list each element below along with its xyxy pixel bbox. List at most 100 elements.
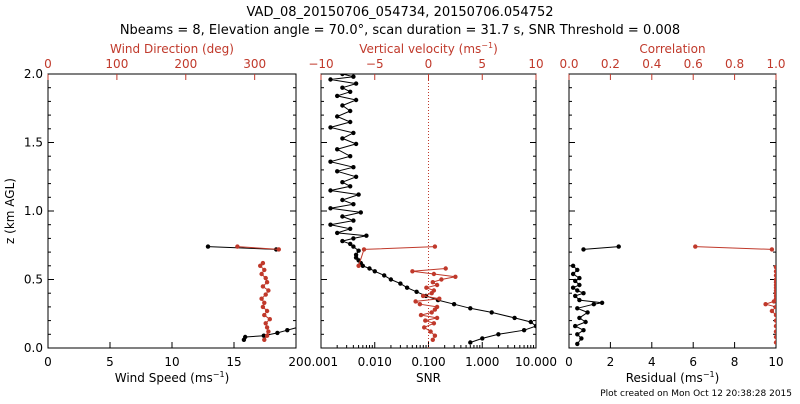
data-point-black (328, 125, 333, 130)
data-point-black (328, 77, 333, 82)
data-point-black (577, 282, 582, 288)
top-tick-label: 5 (478, 57, 486, 71)
top-axis-label-main: Correlation (639, 42, 705, 56)
bottom-tick-label: 10.000 (515, 355, 557, 369)
data-point-red (266, 329, 271, 334)
bottom-axis-label-tail: ) (715, 371, 720, 385)
data-point-black (372, 269, 377, 274)
series-line-red (695, 246, 772, 250)
data-point-black (388, 277, 394, 282)
data-point-red (773, 277, 776, 282)
data-point-black (581, 247, 586, 252)
data-point-red (260, 260, 266, 266)
top-tick-label: 200 (174, 57, 197, 71)
data-point-black (348, 108, 353, 114)
data-point-red (259, 271, 264, 277)
data-point-black (328, 159, 333, 164)
data-point-red (260, 284, 266, 289)
data-point-black (468, 306, 473, 311)
data-point-black (335, 230, 340, 236)
y-axis-label: z (km AGL) (3, 178, 17, 244)
data-point-red (773, 269, 776, 274)
data-point-red (276, 247, 281, 252)
data-point-red (263, 292, 268, 297)
data-point-black (575, 341, 580, 347)
data-point-black (351, 130, 356, 136)
data-point-red (430, 280, 435, 285)
y-tick-label: 1.0 (24, 204, 43, 218)
bottom-tick-label: 1.000 (465, 355, 499, 369)
bottom-tick-label: 10 (164, 355, 179, 369)
bottom-tick-label: 4 (648, 355, 656, 369)
top-tick-label: 0.2 (601, 57, 620, 71)
data-point-black (351, 236, 356, 241)
data-point-black (573, 278, 578, 284)
data-point-black (335, 93, 340, 99)
data-point-red (432, 244, 438, 249)
data-point-red (453, 274, 458, 279)
top-axis-label: Vertical velocity (ms−1) (359, 41, 498, 56)
data-point-black (205, 244, 211, 249)
data-point-red (773, 318, 776, 323)
data-point-red (431, 321, 437, 326)
top-tick-label: 0 (425, 57, 433, 71)
data-point-black (340, 197, 345, 203)
data-point-black (367, 266, 372, 271)
data-point-black (328, 206, 333, 211)
data-point-red (266, 288, 271, 293)
bottom-axis-label-main: Wind Speed (ms (115, 371, 213, 385)
data-point-red (263, 321, 268, 326)
data-point-red (423, 318, 428, 323)
data-point-black (404, 285, 410, 290)
data-point-black (351, 244, 356, 249)
data-point-black (348, 89, 353, 95)
data-point-black (398, 281, 403, 286)
data-point-black (570, 263, 576, 268)
series-line-red (358, 246, 435, 266)
data-point-black (340, 103, 345, 108)
series-line-black (328, 74, 536, 343)
data-point-black (348, 226, 353, 231)
data-point-red (262, 267, 267, 273)
data-point-red (434, 304, 440, 310)
bottom-tick-label: 2 (607, 355, 615, 369)
top-tick-label: 1.0 (766, 57, 785, 71)
plot-created-note: Plot created on Mon Oct 12 20:38:28 2015 (600, 389, 792, 399)
data-point-black (489, 310, 494, 315)
data-point-black (364, 233, 369, 238)
data-point-red (439, 277, 444, 282)
data-point-red (262, 300, 267, 305)
y-tick-label: 0.5 (24, 273, 43, 287)
bottom-tick-label: 10 (768, 355, 783, 369)
data-point-red (773, 340, 776, 345)
data-point-red (264, 308, 270, 314)
data-point-black (243, 334, 248, 340)
top-axis-label-main: Vertical velocity (ms (359, 42, 481, 56)
data-point-black (570, 285, 576, 290)
series-line-black (243, 327, 296, 341)
data-point-red (773, 329, 776, 334)
data-point-red (773, 273, 776, 278)
data-point-black (480, 336, 485, 341)
data-point-red (431, 288, 437, 293)
data-point-red (773, 304, 776, 310)
series-line-red (237, 246, 279, 250)
y-tick-label: 1.5 (24, 136, 43, 150)
data-point-red (763, 302, 768, 307)
data-point-black (585, 310, 590, 315)
data-point-red (417, 302, 423, 307)
bottom-tick-label: 0.010 (358, 355, 392, 369)
data-point-black (570, 271, 576, 277)
bottom-axis-label-superscript: −1 (703, 370, 715, 379)
data-point-black (348, 119, 353, 125)
bottom-tick-label: 20 (288, 355, 303, 369)
data-point-black (575, 267, 580, 273)
data-point-black (616, 244, 621, 249)
data-point-black (358, 210, 363, 215)
data-point-black (351, 202, 356, 207)
data-point-black (581, 328, 586, 333)
bottom-tick-label: 0.100 (411, 355, 445, 369)
data-point-red (260, 304, 266, 310)
series-group (328, 74, 536, 345)
